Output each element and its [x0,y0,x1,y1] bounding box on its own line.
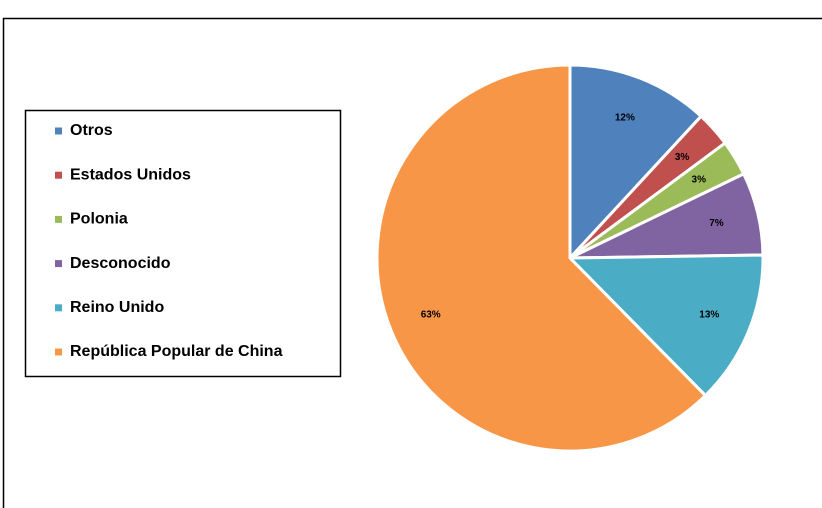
pie-slice [568,63,704,262]
legend-label: Polonia [70,211,128,228]
data-label: 7% [709,218,724,229]
data-label: 12% [615,112,635,123]
legend-marker [55,127,62,135]
legend-marker [55,304,62,312]
legend-marker [55,171,62,179]
data-label: 63% [421,310,441,321]
legend-label: Desconocido [70,255,171,272]
legend-label: Reino Unido [70,299,164,316]
data-label: 13% [699,310,719,321]
pie-slice [566,253,765,398]
legend-marker [55,260,62,268]
legend-label: Estados Unidos [70,166,191,183]
legend-box [24,109,342,378]
pie-slice [375,63,708,453]
legend-label: República Popular de China [70,343,283,360]
legend-marker [55,348,62,356]
legend-marker [55,215,62,223]
legend-label: Otros [70,122,113,139]
data-label: 3% [692,175,707,186]
data-label: 3% [675,152,690,163]
